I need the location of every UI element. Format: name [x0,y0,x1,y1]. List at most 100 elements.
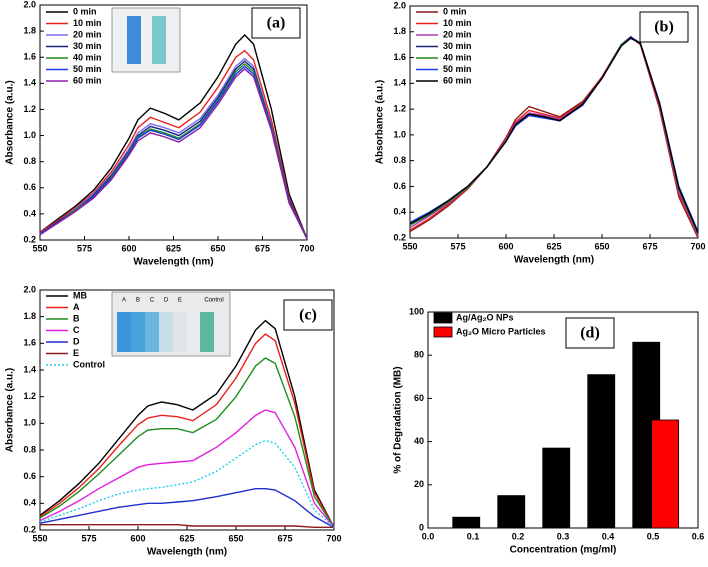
x-tick-label: 625 [179,533,194,543]
x-tick-label: 0.0 [422,531,435,541]
x-tick-label: 575 [81,533,96,543]
x-axis-label: Wavelength (nm) [514,255,594,266]
y-tick-label: 1.4 [393,78,406,88]
inset-label: A [122,298,126,304]
inset-photo-a [111,7,181,73]
y-tick-label: 1.6 [393,52,406,62]
panel-label-box [565,317,615,349]
legend-label: 60 min [73,75,102,85]
bar [452,516,481,529]
panel-label-box [639,11,689,43]
x-tick-label: 0.5 [647,531,660,541]
legend-label: 20 min [443,29,472,39]
y-tick-label: 40 [414,436,424,446]
legend-label: 10 min [443,18,472,28]
legend-label: 40 min [73,52,102,62]
legend-label: 30 min [443,41,472,51]
cuvette [159,312,173,352]
x-tick-label: 0.4 [602,531,615,541]
y-tick-label: 0.4 [23,208,36,218]
legend-label: B [73,313,80,323]
y-tick-label: 1.4 [23,364,36,374]
y-tick-label: 0.8 [23,156,36,166]
y-tick-label: 60 [414,393,424,403]
cuvette [200,312,214,352]
x-tick-label: 625 [546,241,561,251]
x-axis-label: Concentration (mg/ml) [510,545,617,556]
y-axis-label: % of Degradation (MB) [393,366,404,473]
legend-label: 20 min [73,29,102,39]
y-tick-label: 80 [414,350,424,360]
x-tick-label: 0.2 [512,531,525,541]
inset-label: C [150,298,155,304]
legend-label: E [73,348,79,358]
y-tick-label: 1.6 [23,338,36,348]
data-line [40,523,334,529]
x-tick-label: 550 [402,241,417,251]
inset-label: D [164,298,169,304]
x-axis-label: Wavelength (nm) [133,257,213,268]
data-line [39,487,335,528]
data-line [39,357,335,528]
panel-label: (b) [654,19,674,36]
x-tick-label: 0.6 [692,531,705,541]
legend-label: 30 min [73,41,102,51]
legend-label: A [73,302,80,312]
data-line [39,62,308,239]
y-axis-label: Absorbance (a.u.) [5,80,16,164]
x-tick-label: 700 [326,533,341,543]
inset-label: Control [204,298,223,304]
y-tick-label: 1.8 [23,25,36,35]
y-tick-label: 100 [409,306,424,316]
y-tick-label: 1.6 [23,52,36,62]
y-tick-label: 20 [414,479,424,489]
x-tick-label: 675 [277,533,292,543]
panel-label-box [251,7,301,39]
bar [587,374,616,529]
data-line [39,409,335,528]
x-tick-label: 675 [642,241,657,251]
y-tick-label: 2.0 [393,0,406,10]
y-tick-label: 1.0 [23,418,36,428]
legend-label: 50 min [443,64,472,74]
x-tick-label: 650 [210,243,225,253]
y-tick-label: 0.8 [23,444,36,454]
y-tick-label: 0.8 [393,155,406,165]
legend-label: Control [73,359,105,369]
x-tick-label: 550 [32,533,47,543]
x-tick-label: 575 [450,241,465,251]
panel-label-box [283,299,333,331]
y-tick-label: 0 [419,522,424,532]
x-tick-label: 700 [299,243,314,253]
x-tick-label: 600 [498,241,513,251]
y-axis-label: Absorbance (a.u.) [375,80,386,164]
x-tick-label: 550 [32,243,47,253]
y-tick-label: 0.4 [23,498,36,508]
cuvette [131,312,145,352]
inset-label: E [178,298,182,304]
x-tick-label: 700 [690,241,705,251]
x-tick-label: 600 [130,533,145,543]
y-tick-label: 1.8 [393,26,406,36]
legend-label: 50 min [73,64,102,74]
legend-label: Ag/Ag₂O NPs [456,312,514,322]
x-tick-label: 0.3 [557,531,570,541]
legend-swatch [433,312,453,324]
y-tick-label: 2.0 [23,284,36,294]
data-line [409,37,699,234]
x-tick-label: 675 [255,243,270,253]
y-tick-label: 0.2 [393,232,406,242]
photo-frame [111,7,181,73]
bar [651,419,680,529]
data-line [39,65,308,239]
data-line [39,68,308,240]
y-tick-label: 0.2 [23,524,36,534]
cuvette [173,312,187,352]
legend-label: C [73,325,80,335]
inset-label: B [136,298,140,304]
data-line [39,60,308,239]
cuvette [117,312,131,352]
legend-label: D [73,336,80,346]
y-tick-label: 0.6 [23,182,36,192]
y-tick-label: 0.6 [393,181,406,191]
